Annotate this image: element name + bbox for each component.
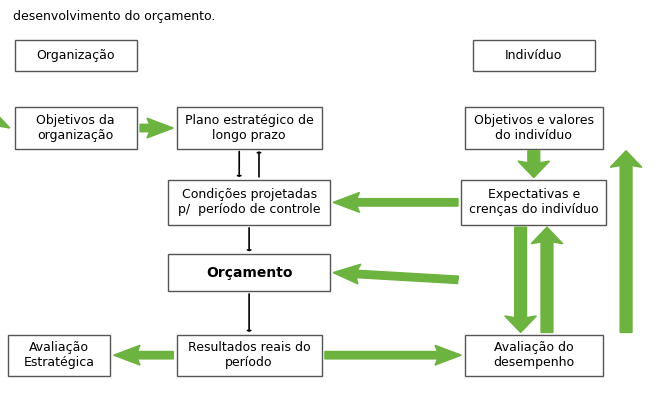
Text: Objetivos da
organização: Objetivos da organização <box>36 114 115 142</box>
FancyBboxPatch shape <box>177 335 322 376</box>
FancyArrow shape <box>0 105 10 378</box>
FancyArrow shape <box>610 151 642 332</box>
Text: Resultados reais do
período: Resultados reais do período <box>188 341 310 369</box>
FancyBboxPatch shape <box>8 335 110 376</box>
Text: Indivíduo: Indivíduo <box>505 49 563 62</box>
FancyArrow shape <box>333 264 459 284</box>
Text: Condições projetadas
p/  período de controle: Condições projetadas p/ período de contr… <box>178 188 320 216</box>
Text: Orçamento: Orçamento <box>206 266 293 280</box>
FancyBboxPatch shape <box>169 254 330 291</box>
Text: Objetivos e valores
do indivíduo: Objetivos e valores do indivíduo <box>474 114 594 142</box>
Text: desenvolvimento do orçamento.: desenvolvimento do orçamento. <box>13 10 215 23</box>
FancyBboxPatch shape <box>473 40 595 71</box>
FancyBboxPatch shape <box>15 40 137 71</box>
FancyBboxPatch shape <box>177 107 322 149</box>
FancyArrow shape <box>333 192 458 212</box>
FancyArrow shape <box>505 227 536 332</box>
FancyArrow shape <box>531 227 563 332</box>
FancyArrow shape <box>518 151 550 178</box>
FancyArrow shape <box>325 345 461 365</box>
FancyBboxPatch shape <box>15 107 137 149</box>
FancyBboxPatch shape <box>169 180 330 225</box>
FancyBboxPatch shape <box>465 335 603 376</box>
FancyArrow shape <box>140 118 173 138</box>
Text: Avaliação do
desempenho: Avaliação do desempenho <box>493 341 575 369</box>
FancyBboxPatch shape <box>461 180 606 225</box>
Text: Organização: Organização <box>36 49 115 62</box>
Text: Expectativas e
crenças do indivíduo: Expectativas e crenças do indivíduo <box>469 188 598 216</box>
FancyArrow shape <box>113 345 173 365</box>
FancyBboxPatch shape <box>465 107 603 149</box>
Text: Avaliação
Estratégica: Avaliação Estratégica <box>24 341 95 369</box>
Text: Plano estratégico de
longo prazo: Plano estratégico de longo prazo <box>185 114 314 142</box>
